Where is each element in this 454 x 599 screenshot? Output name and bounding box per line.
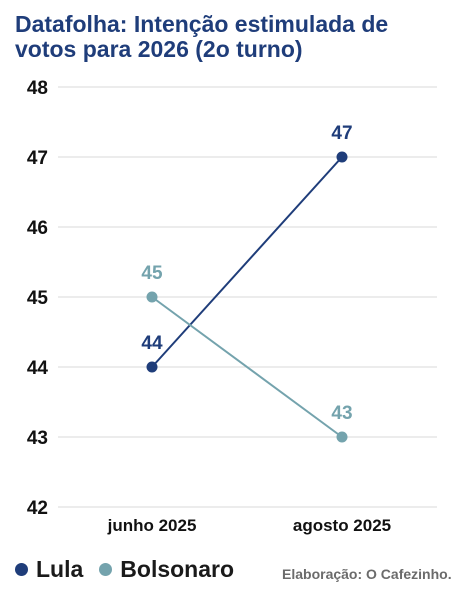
data-point-bolsonaro [146, 291, 158, 303]
legend-label-bolsonaro: Bolsonaro [120, 556, 235, 582]
data-point-bolsonaro [336, 431, 348, 443]
y-tick-label: 43 [27, 428, 48, 449]
data-label-lula: 47 [331, 123, 352, 144]
y-axis-ticks: 42 43 44 45 46 47 48 [27, 78, 49, 519]
gridlines [58, 86, 437, 508]
x-tick-label: agosto 2025 [293, 516, 391, 535]
series-group: 44 47 45 43 [141, 123, 353, 443]
legend-marker-bolsonaro [99, 563, 113, 576]
data-label-lula: 44 [141, 333, 163, 354]
series-line-bolsonaro [151, 296, 343, 438]
y-tick-label: 48 [27, 78, 48, 99]
y-tick-label: 44 [27, 358, 49, 379]
data-label-bolsonaro: 43 [331, 403, 352, 424]
data-label-bolsonaro: 45 [141, 263, 163, 284]
x-tick-label: junho 2025 [107, 516, 197, 535]
credit-text: Elaboração: O Cafezinho. [282, 566, 452, 582]
y-tick-label: 45 [27, 288, 49, 309]
y-tick-label: 46 [27, 218, 48, 239]
data-point-lula [146, 361, 158, 373]
y-tick-label: 47 [27, 148, 48, 169]
legend-label-lula: Lula [36, 556, 84, 582]
chart-title: Datafolha: Intenção estimulada de votos … [15, 11, 389, 62]
legend: Lula Bolsonaro [15, 556, 250, 583]
data-point-lula [336, 151, 348, 163]
legend-marker-lula [15, 563, 28, 576]
legend-item-lula: Lula [15, 556, 83, 583]
legend-item-bolsonaro: Bolsonaro [99, 556, 234, 583]
series-line-lula [151, 156, 343, 368]
x-axis-ticks: junho 2025 agosto 2025 [107, 516, 392, 535]
y-tick-label: 42 [27, 498, 48, 519]
